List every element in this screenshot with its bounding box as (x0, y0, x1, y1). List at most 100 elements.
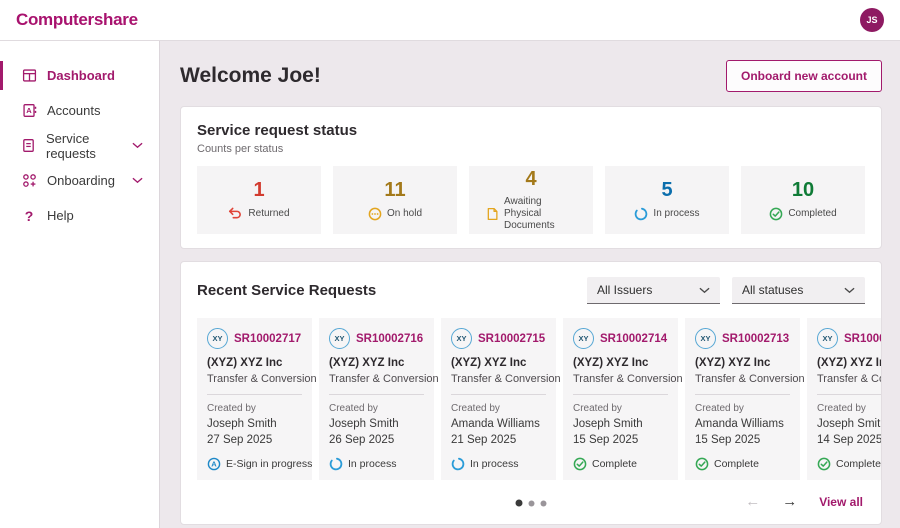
status-card-subtitle: Counts per status (197, 143, 284, 155)
status-tile-awaiting-physical-documents: 4 Awaiting Physical Documents (469, 166, 593, 234)
issuer-name: (XYZ) XYZ Inc (817, 357, 881, 369)
carousel-dot[interactable] (528, 500, 535, 507)
status-label: Awaiting Physical Documents (504, 195, 555, 231)
service-request-id-link[interactable]: SR10002716 (356, 332, 424, 345)
sidebar-item-service-requests[interactable]: Service requests (0, 128, 159, 163)
status-label: In process (653, 207, 700, 219)
issuer-name: (XYZ) XYZ Inc (207, 357, 283, 369)
created-date: 14 Sep 2025 (817, 434, 882, 447)
issuer-badge: XY (207, 328, 228, 349)
next-page-icon[interactable]: → (782, 493, 798, 511)
creator-name: Amanda Williams (451, 418, 540, 430)
service-request-id-link[interactable]: SR10002713 (722, 332, 790, 345)
divider (451, 394, 546, 395)
service-request-card[interactable]: XY SR10002715 (XYZ) XYZ Inc Transfer & Conv… (441, 318, 561, 481)
computershare-logo: Computershare (16, 10, 138, 29)
sidebar-item-accounts[interactable]: A Accounts (0, 93, 159, 128)
sidebar-item-label: Service requests (46, 130, 96, 161)
top-header: Computershare JS (0, 0, 900, 41)
request-type: Transfer & Conversion (695, 373, 805, 385)
request-status-label: Complete (714, 458, 759, 471)
status-count: 1 (253, 179, 265, 201)
onboarding-icon (21, 173, 37, 188)
view-all-link[interactable]: View all (819, 494, 863, 509)
sidebar-item-dashboard[interactable]: Dashboard (0, 58, 159, 93)
service-request-card[interactable]: XY SR10002713 (XYZ) XYZ Inc Transfer & Conv… (685, 318, 805, 481)
creator-name: Joseph Smith (329, 418, 399, 430)
status-count: 10 (791, 178, 815, 201)
issuer-badge: XY (573, 328, 594, 349)
sidebar-item-label: Help (47, 208, 74, 223)
dropdown-value: All statuses (742, 283, 804, 297)
request-type: Transfer & Conversion (817, 373, 881, 385)
service-request-card[interactable]: XY SR10002717 (XYZ) XYZ Inc Transfer & Conv… (197, 318, 317, 481)
service-request-id-link[interactable]: SR10002714 (600, 332, 668, 345)
request-type: Transfer & Conversion (207, 373, 317, 385)
esign-icon: A (207, 457, 221, 471)
issuer-name: (XYZ) XYZ Inc (329, 357, 405, 369)
issuer-name: (XYZ) XYZ Inc (695, 357, 771, 369)
sidebar: Dashboard A Accounts Service requests Onboar… (0, 41, 160, 528)
onboard-new-account-button[interactable]: Onboard new account (725, 60, 882, 92)
request-type: Transfer & Conversion (329, 373, 439, 385)
dropdown-value: All Issuers (597, 283, 653, 297)
service-request-card[interactable]: XY SR10002714 (XYZ) XYZ Inc Transfer & Conv… (563, 318, 683, 481)
created-date: 15 Sep 2025 (573, 434, 639, 447)
filter-dropdown-all-statuses[interactable]: All statuses (732, 277, 865, 304)
chevron-down-icon (699, 287, 710, 294)
issuer-name: (XYZ) XYZ Inc (451, 357, 527, 369)
request-type: Transfer & Conversion (451, 373, 561, 385)
created-date: 15 Sep 2025 (695, 434, 761, 447)
complete-icon (817, 457, 831, 471)
status-tile-returned: 1 Returned (197, 166, 321, 234)
divider (207, 394, 302, 395)
issuer-badge: XY (451, 328, 472, 349)
in-process-icon (329, 457, 343, 471)
recent-card-title: Recent Service Requests (197, 282, 377, 299)
created-by-label: Created by (817, 403, 866, 414)
service-requests-icon (21, 138, 36, 153)
filter-dropdown-all-issuers[interactable]: All Issuers (587, 277, 720, 304)
creator-name: Joseph Smith (817, 418, 882, 430)
service-request-id-link[interactable]: SR10002715 (478, 332, 546, 345)
created-date: 21 Sep 2025 (451, 434, 517, 447)
service-request-card[interactable]: XY SR10002716 (XYZ) XYZ Inc Transfer & Conv… (319, 318, 439, 481)
service-request-id-link[interactable]: SR10002717 (234, 332, 302, 345)
sidebar-item-onboarding[interactable]: Onboarding (0, 163, 159, 198)
created-by-label: Created by (207, 403, 256, 414)
service-request-list: XY SR10002717 (XYZ) XYZ Inc Transfer & Conv… (197, 318, 881, 481)
returned-icon (228, 207, 243, 220)
status-card-title: Service request status (197, 122, 358, 139)
carousel-dot[interactable] (515, 499, 523, 507)
issuer-name: (XYZ) XYZ Inc (573, 357, 649, 369)
service-request-card[interactable]: XY SR10002712 (XYZ) XYZ Inc Transfer & Conv… (807, 318, 882, 481)
status-count: 11 (384, 178, 406, 201)
page-title: Welcome Joe! (180, 64, 321, 87)
carousel-dots (515, 499, 547, 507)
on-hold-icon (368, 207, 382, 221)
carousel-dot[interactable] (540, 500, 547, 507)
chevron-down-icon (132, 177, 143, 184)
issuer-badge: XY (329, 328, 350, 349)
in-process-icon (451, 457, 465, 471)
divider (573, 394, 668, 395)
divider (817, 394, 881, 395)
previous-page-icon[interactable]: ← (745, 493, 761, 511)
status-label: On hold (386, 207, 423, 219)
awaiting-documents-icon (486, 207, 499, 221)
sidebar-item-help[interactable]: ? Help (0, 198, 159, 233)
request-status-label: E-Sign in progress (226, 458, 313, 471)
help-icon: ? (24, 207, 34, 224)
status-tile-in-process: 5 In process (605, 166, 729, 234)
active-indicator (0, 61, 3, 90)
created-date: 26 Sep 2025 (329, 434, 395, 447)
created-by-label: Created by (451, 403, 500, 414)
chevron-down-icon (132, 142, 143, 149)
svg-text:A: A (211, 460, 217, 469)
request-status-label: In process (470, 458, 519, 471)
request-status-label: In process (348, 458, 397, 471)
service-request-id-link[interactable]: SR10002712 (844, 332, 881, 345)
sidebar-item-label: Accounts (47, 103, 101, 118)
user-avatar[interactable]: JS (860, 8, 884, 32)
complete-icon (573, 457, 587, 471)
